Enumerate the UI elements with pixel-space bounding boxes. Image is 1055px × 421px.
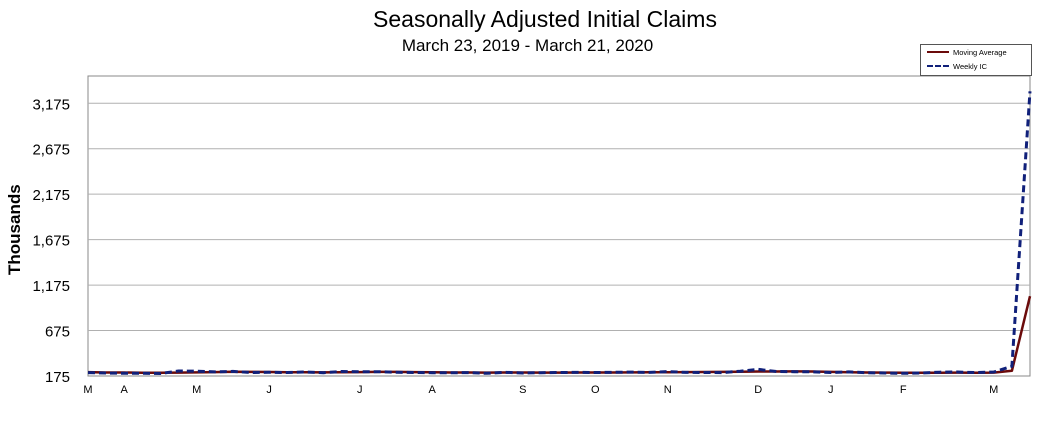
x-tick-label: M bbox=[83, 384, 92, 396]
y-tick-label: 1,175 bbox=[32, 278, 70, 295]
x-tick-label: D bbox=[754, 384, 762, 396]
x-tick-label: O bbox=[591, 384, 600, 396]
x-tick-label: A bbox=[429, 384, 437, 396]
plot-area bbox=[87, 75, 1031, 377]
legend-item-weekly-ic: Weekly IC bbox=[921, 59, 1031, 73]
y-tick-label: 675 bbox=[45, 324, 70, 341]
legend-item-moving-average: Moving Average bbox=[921, 45, 1031, 59]
y-tick-label: 1,675 bbox=[32, 233, 70, 250]
x-tick-label: M bbox=[192, 384, 201, 396]
series-line-weekly-ic bbox=[87, 91, 1032, 375]
legend-swatch-moving-average bbox=[927, 51, 949, 53]
chart-title: Seasonally Adjusted Initial Claims bbox=[373, 6, 717, 32]
x-tick-label: A bbox=[121, 384, 129, 396]
x-tick-label: S bbox=[519, 384, 526, 396]
legend-label-weekly-ic: Weekly IC bbox=[953, 61, 988, 71]
x-tick-label: F bbox=[900, 384, 907, 396]
y-tick-label: 3,175 bbox=[32, 96, 70, 113]
x-tick-label: M bbox=[989, 384, 998, 396]
x-tick-label: J bbox=[828, 384, 834, 396]
x-tick-label: N bbox=[664, 384, 672, 396]
legend: Moving Average Weekly IC bbox=[920, 44, 1032, 76]
legend-label-moving-average: Moving Average bbox=[953, 47, 1007, 57]
x-tick-label: J bbox=[266, 384, 272, 396]
y-tick-label: 2,175 bbox=[32, 187, 70, 204]
y-tick-label: 2,675 bbox=[32, 142, 70, 159]
legend-swatch-weekly-ic bbox=[927, 65, 949, 67]
x-tick-label: J bbox=[357, 384, 363, 396]
y-tick-label: 175 bbox=[45, 369, 70, 386]
chart-subtitle: March 23, 2019 - March 21, 2020 bbox=[401, 36, 654, 55]
